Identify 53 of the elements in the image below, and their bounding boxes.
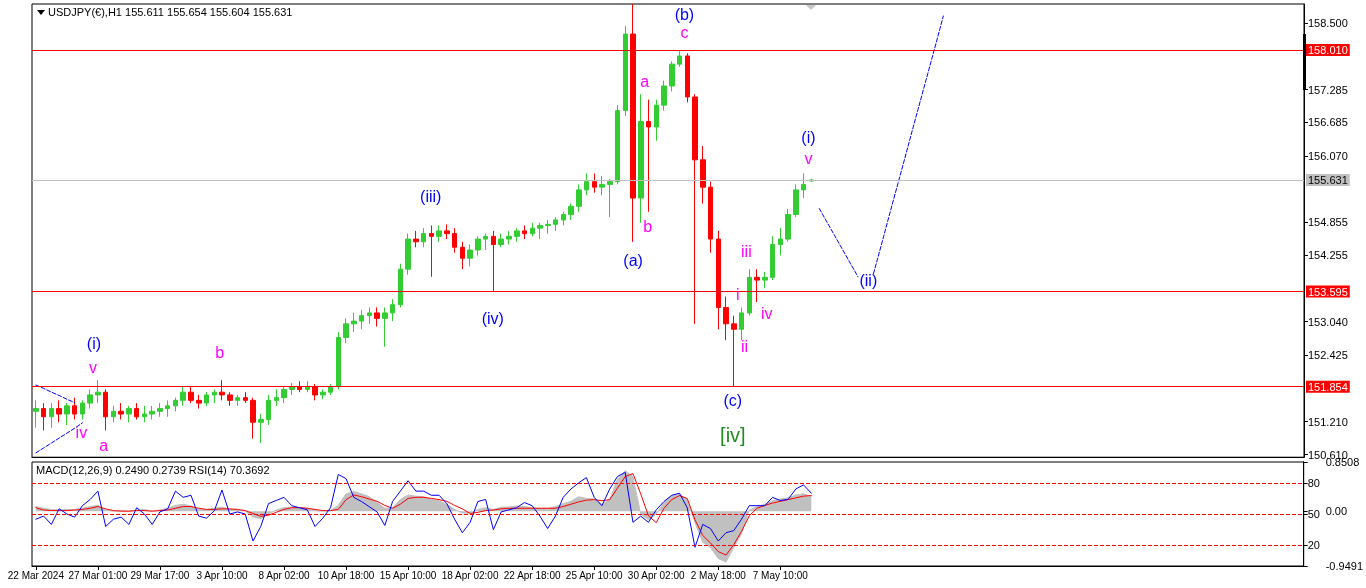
- y-tick-label: -0.9491: [1325, 560, 1363, 572]
- y-tick-label: 154.855: [1308, 216, 1348, 229]
- y-tick-label: 158.500: [1308, 17, 1348, 30]
- y-tick-label: 157.285: [1308, 83, 1348, 96]
- annotation: a: [640, 72, 650, 90]
- annotation: [iv]: [720, 424, 746, 447]
- y2-tick-label: 20: [1307, 539, 1320, 552]
- x-tick-label: 3 Apr 10:00: [196, 569, 248, 581]
- annotation: i: [735, 285, 740, 303]
- annotation: a: [99, 436, 109, 454]
- annotation: (iii): [420, 187, 442, 205]
- x-tick-label: 8 Apr 02:00: [258, 569, 311, 581]
- y-tick-label: 151.210: [1308, 415, 1348, 428]
- annotation: (a): [623, 251, 643, 269]
- y-tick-label: 154.255: [1308, 249, 1348, 262]
- x-tick-label: 7 May 10:00: [752, 569, 809, 581]
- annotation: v: [804, 149, 813, 167]
- y2-tick-label: 80: [1307, 476, 1320, 489]
- annotation: (i): [801, 128, 816, 146]
- x-tick-label: 10 Apr 18:00: [317, 569, 375, 581]
- annotation: (ii): [859, 272, 878, 290]
- ref-line-label: 158.010: [1308, 43, 1348, 56]
- annotation: v: [88, 358, 97, 376]
- y2-tick-label: 50: [1307, 508, 1320, 520]
- chart-title: USDJPY(€),H1 155.611 155.654 155.604 155.631: [48, 5, 293, 18]
- annotation: iv: [760, 304, 773, 322]
- x-tick-label: 22 Apr 18:00: [503, 569, 561, 581]
- annotation: (b): [674, 6, 695, 24]
- x-tick-label: 25 Apr 10:00: [565, 569, 623, 581]
- annotation: (iv): [481, 310, 504, 328]
- ref-line-label: 151.854: [1308, 380, 1348, 393]
- ref-line-label: 155.631: [1308, 174, 1348, 187]
- x-tick-label: 2 May 18:00: [690, 569, 747, 581]
- x-tick-label: 27 Mar 01:00: [68, 569, 128, 581]
- y-tick-label: 153.040: [1308, 315, 1348, 328]
- annotation: b: [643, 217, 653, 235]
- y-tick-label: 156.685: [1308, 116, 1348, 129]
- annotation: ii: [740, 337, 748, 355]
- x-tick-label: 30 Apr 02:00: [627, 569, 686, 581]
- ref-line-label: 153.595: [1308, 285, 1348, 298]
- annotation: (i): [86, 334, 102, 352]
- y-tick-label: 156.070: [1308, 149, 1348, 162]
- y-tick-label: 0.00: [1325, 505, 1348, 518]
- x-tick-label: 18 Apr 02:00: [441, 569, 499, 581]
- y-tick-label: 152.425: [1308, 349, 1348, 362]
- annotation: b: [215, 343, 225, 361]
- annotation: iv: [75, 423, 88, 441]
- x-tick-label: 29 Mar 17:00: [130, 569, 190, 581]
- annotation: c: [680, 23, 689, 41]
- annotation: iii: [741, 242, 752, 260]
- x-tick-label: 15 Apr 10:00: [379, 569, 437, 581]
- x-tick-label: 22 Mar 2024: [7, 569, 65, 581]
- annotation: (c): [723, 391, 743, 409]
